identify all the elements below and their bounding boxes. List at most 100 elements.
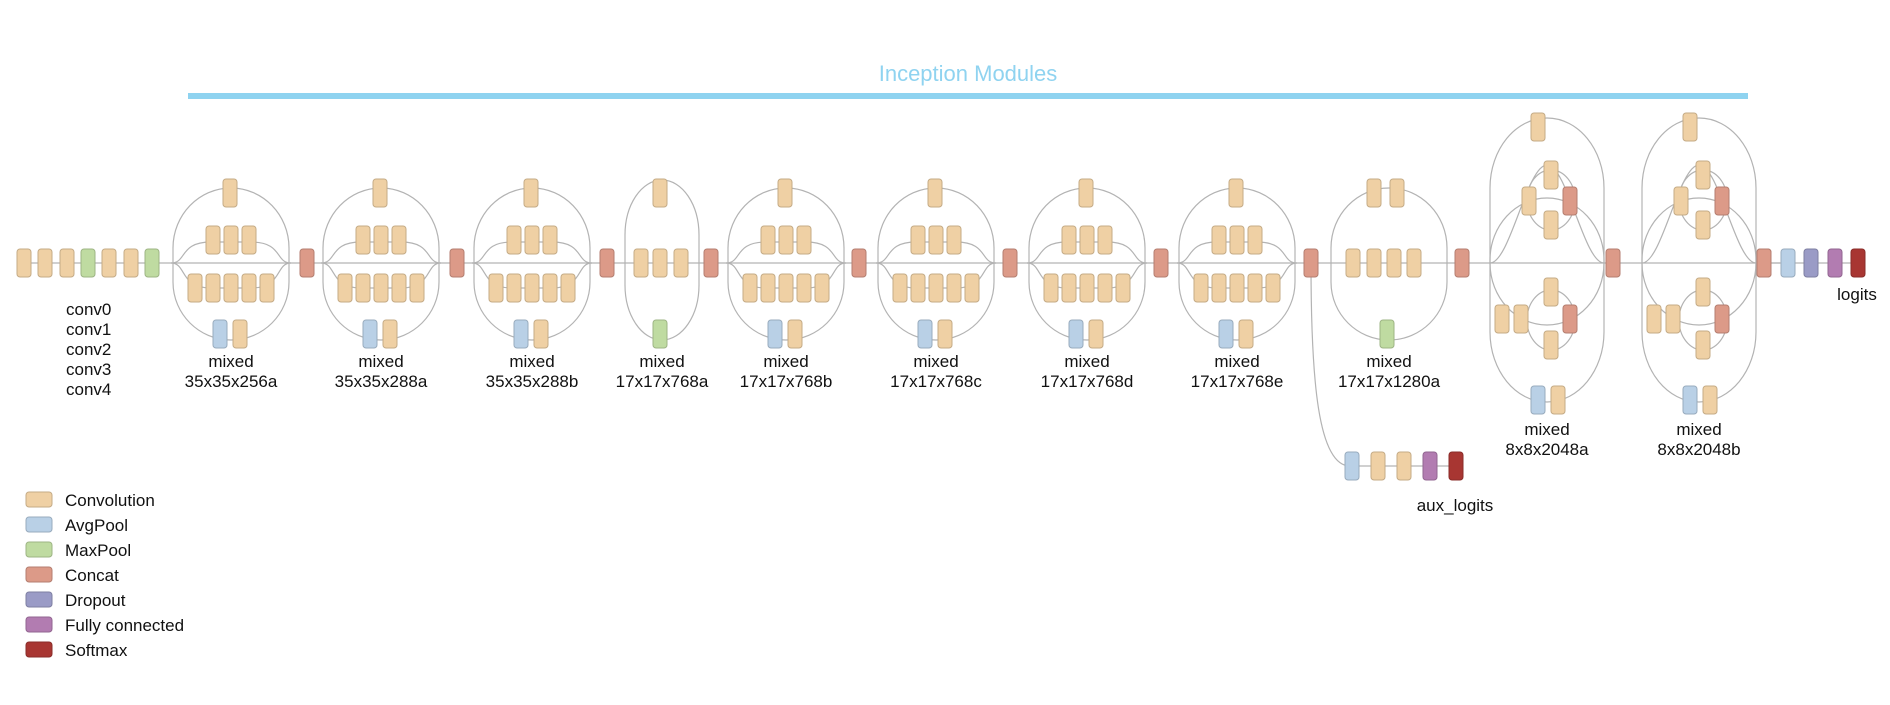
- module-shape-label-10: 8x8x2048b: [1657, 440, 1740, 459]
- convolution-block: [241, 225, 257, 255]
- module-shape-label-1: 35x35x288a: [335, 372, 428, 391]
- legend-label-fully-connected: Fully connected: [65, 616, 184, 635]
- module-outline-10: [1641, 117, 1757, 403]
- convolution-block: [1521, 186, 1537, 216]
- legend-label-dropout: Dropout: [65, 591, 126, 610]
- convolution-block: [787, 319, 803, 349]
- convolution-block: [542, 273, 558, 303]
- maxpool-block: [80, 248, 96, 278]
- convolution-block: [355, 273, 371, 303]
- avgpool-block: [1682, 385, 1698, 415]
- convolution-block: [1695, 277, 1711, 307]
- convolution-block: [760, 225, 776, 255]
- module-outline-6: [1028, 187, 1146, 341]
- legend-label-convolution: Convolution: [65, 491, 155, 510]
- avgpool-block: [767, 319, 783, 349]
- convolution-block: [506, 225, 522, 255]
- convolution-block: [123, 248, 139, 278]
- aux-branch-line: [1310, 262, 1460, 467]
- convolution-block: [1061, 225, 1077, 255]
- module-shape-label-9: 8x8x2048a: [1505, 440, 1589, 459]
- convolution-block: [1665, 304, 1681, 334]
- legend-swatch-softmax: [25, 641, 53, 658]
- module-outline-1: [322, 187, 440, 341]
- convolution-block: [223, 225, 239, 255]
- convolution-block: [1702, 385, 1718, 415]
- concat-block: [1562, 186, 1578, 216]
- convolution-block: [928, 225, 944, 255]
- fully-connected-block: [1422, 451, 1438, 481]
- convolution-block: [1061, 273, 1077, 303]
- concat-block: [851, 248, 867, 278]
- softmax-block: [1448, 451, 1464, 481]
- legend-label-maxpool: MaxPool: [65, 541, 131, 560]
- convolution-block: [910, 225, 926, 255]
- module-shape-label-2: 35x35x288b: [486, 372, 579, 391]
- concat-block: [449, 248, 465, 278]
- module-name-label-1: mixed: [358, 352, 403, 371]
- convolution-block: [1366, 178, 1382, 208]
- convolution-block: [633, 248, 649, 278]
- module-name-label-2: mixed: [509, 352, 554, 371]
- convolution-block: [1513, 304, 1529, 334]
- convolution-block: [814, 273, 830, 303]
- aux-logits-label: aux_logits: [1417, 496, 1494, 515]
- convolution-block: [542, 225, 558, 255]
- convolution-block: [742, 273, 758, 303]
- module-shape-label-7: 17x17x768e: [1191, 372, 1284, 391]
- module-name-label-4: mixed: [763, 352, 808, 371]
- inception-modules-bar: [188, 93, 1748, 99]
- concat-block: [1562, 304, 1578, 334]
- convolution-block: [391, 225, 407, 255]
- module-outline-8: [1330, 187, 1448, 341]
- convolution-block: [1530, 112, 1546, 142]
- concat-block: [1714, 304, 1730, 334]
- convolution-block: [1695, 210, 1711, 240]
- convolution-block: [232, 319, 248, 349]
- module-shape-label-8: 17x17x1280a: [1338, 372, 1441, 391]
- convolution-block: [223, 273, 239, 303]
- module-shape-label-0: 35x35x256a: [185, 372, 278, 391]
- convolution-block: [937, 319, 953, 349]
- convolution-block: [1079, 225, 1095, 255]
- stem-label-conv3: conv3: [66, 360, 111, 379]
- convolution-block: [391, 273, 407, 303]
- convolution-block: [222, 178, 238, 208]
- convolution-block: [1238, 319, 1254, 349]
- convolution-block: [673, 248, 689, 278]
- convolution-block: [16, 248, 32, 278]
- convolution-block: [1228, 178, 1244, 208]
- convolution-block: [382, 319, 398, 349]
- avgpool-block: [1344, 451, 1360, 481]
- convolution-block: [1386, 248, 1402, 278]
- convolution-block: [1211, 273, 1227, 303]
- convolution-block: [777, 178, 793, 208]
- maxpool-block: [1379, 319, 1395, 349]
- module-name-label-5: mixed: [913, 352, 958, 371]
- convolution-block: [1265, 273, 1281, 303]
- convolution-block: [1543, 330, 1559, 360]
- convolution-block: [964, 273, 980, 303]
- convolution-block: [1543, 277, 1559, 307]
- module-outline-4: [727, 187, 845, 341]
- convolution-block: [37, 248, 53, 278]
- convolution-block: [928, 273, 944, 303]
- module-shape-label-4: 17x17x768b: [740, 372, 833, 391]
- convolution-block: [1695, 160, 1711, 190]
- concat-block: [1454, 248, 1470, 278]
- convolution-block: [946, 225, 962, 255]
- convolution-block: [533, 319, 549, 349]
- maxpool-block: [144, 248, 160, 278]
- convolution-block: [1115, 273, 1131, 303]
- convolution-block: [1366, 248, 1382, 278]
- avgpool-block: [1068, 319, 1084, 349]
- concat-block: [1153, 248, 1169, 278]
- convolution-block: [205, 225, 221, 255]
- convolution-block: [1097, 225, 1113, 255]
- avgpool-block: [362, 319, 378, 349]
- concat-block: [1002, 248, 1018, 278]
- convolution-block: [524, 225, 540, 255]
- convolution-block: [796, 225, 812, 255]
- legend-swatch-dropout: [25, 591, 53, 608]
